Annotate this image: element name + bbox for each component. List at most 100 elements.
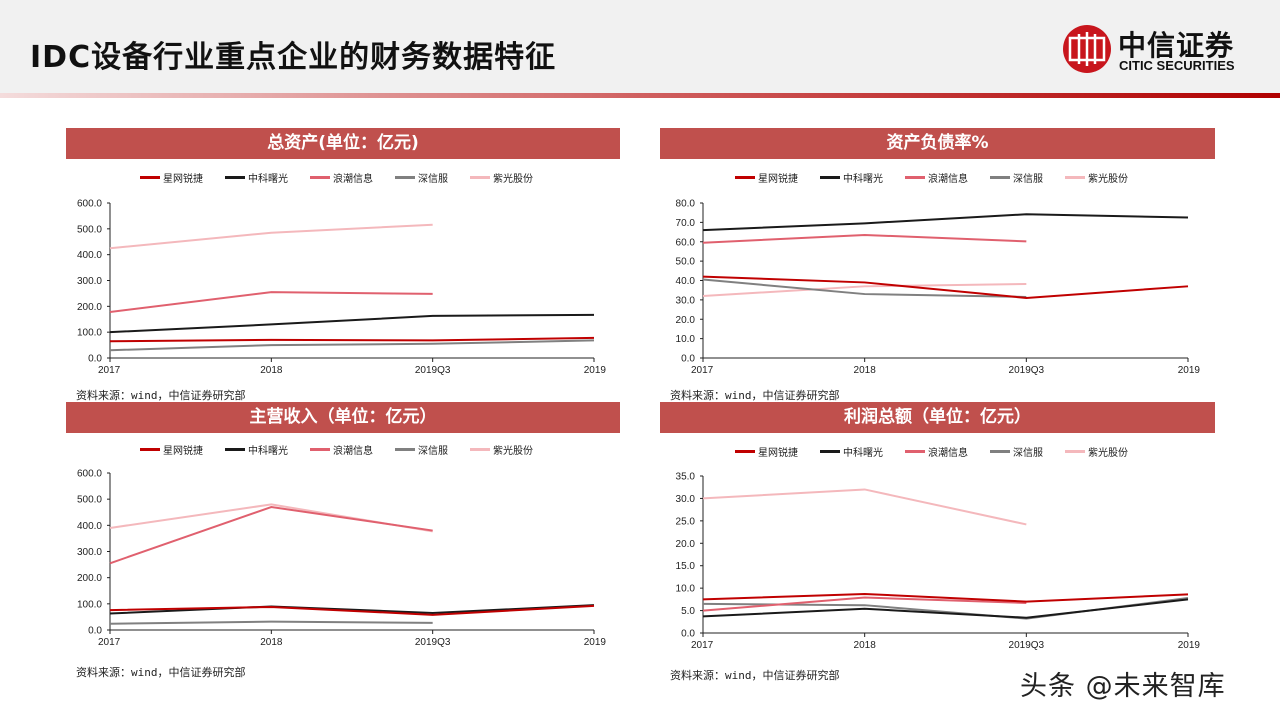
- legend-swatch: [820, 450, 840, 453]
- series-line-2: [702, 213, 1189, 232]
- legend-swatch: [820, 176, 840, 179]
- y-tick-label: 400.0: [77, 521, 102, 532]
- x-tick-label: 2019Q3: [1009, 640, 1045, 651]
- y-tick-label: 50.0: [676, 257, 696, 268]
- citic-emblem-icon: [1063, 25, 1111, 73]
- series-line-1: [109, 604, 595, 616]
- header-divider: [0, 93, 1280, 98]
- legend-label: 星网锐捷: [758, 174, 798, 185]
- series-line-4: [109, 620, 433, 625]
- y-tick-label: 300.0: [77, 547, 102, 558]
- legend-item: 浪潮信息: [905, 170, 968, 185]
- legend-label: 浪潮信息: [928, 448, 968, 459]
- legend-item: 紫光股份: [1065, 444, 1128, 459]
- chart-title: 资产负债率%: [660, 128, 1215, 159]
- legend-swatch: [905, 450, 925, 453]
- legend-label: 浪潮信息: [333, 446, 373, 457]
- source-note: 资料来源：wind，中信证券研究部: [670, 669, 840, 682]
- y-tick-label: 0.0: [681, 354, 695, 365]
- legend-label: 紫光股份: [493, 446, 533, 457]
- legend-item: 紫光股份: [1065, 170, 1128, 185]
- y-tick-label: 15.0: [676, 561, 696, 572]
- legend-label: 浪潮信息: [333, 174, 373, 185]
- legend-item: 浪潮信息: [905, 444, 968, 459]
- x-tick-label: 2019Q3: [1009, 365, 1045, 376]
- y-tick-label: 5.0: [681, 606, 695, 617]
- y-tick-label: 60.0: [676, 237, 696, 248]
- legend-label: 深信服: [1013, 174, 1043, 185]
- x-tick-label: 2018: [854, 365, 877, 376]
- y-tick-label: 20.0: [676, 315, 696, 326]
- legend-swatch: [395, 448, 415, 451]
- legend-swatch: [395, 176, 415, 179]
- legend-label: 深信服: [1013, 448, 1043, 459]
- legend-item: 浪潮信息: [310, 442, 373, 457]
- x-tick-label: 2018: [260, 365, 283, 376]
- legend-swatch: [140, 176, 160, 179]
- watermark: 头条 @未来智库: [1020, 671, 1226, 702]
- legend-swatch: [225, 176, 245, 179]
- legend-label: 中科曙光: [248, 446, 288, 457]
- legend-label: 星网锐捷: [163, 174, 203, 185]
- y-tick-label: 10.0: [676, 334, 696, 345]
- series-line-2: [109, 604, 595, 615]
- legend-label: 深信服: [418, 446, 448, 457]
- legend-item: 星网锐捷: [140, 170, 203, 185]
- series-line-3: [702, 233, 1027, 244]
- legend-item: 中科曙光: [820, 170, 883, 185]
- series-line-2: [702, 598, 1189, 619]
- legend-swatch: [990, 450, 1010, 453]
- page-title: IDC设备行业重点企业的财务数据特征: [30, 40, 557, 75]
- x-tick-label: 2019: [1178, 640, 1201, 651]
- chart-title: 总资产(单位：亿元): [66, 128, 620, 159]
- x-tick-label: 2019Q3: [415, 637, 451, 648]
- series-line-4: [109, 339, 595, 352]
- legend-swatch: [990, 176, 1010, 179]
- x-tick-label: 2017: [98, 637, 121, 648]
- legend-swatch: [905, 176, 925, 179]
- legend-label: 中科曙光: [843, 174, 883, 185]
- legend-swatch: [310, 448, 330, 451]
- series-line-5: [109, 223, 433, 250]
- y-tick-label: 0.0: [88, 626, 102, 637]
- legend-item: 深信服: [395, 170, 448, 185]
- y-tick-label: 300.0: [77, 276, 102, 287]
- logo-text-cn: 中信证券: [1118, 29, 1235, 62]
- legend-swatch: [735, 176, 755, 179]
- y-tick-label: 80.0: [676, 199, 696, 210]
- legend-swatch: [1065, 176, 1085, 179]
- legend-item: 中科曙光: [225, 442, 288, 457]
- y-tick-label: 200.0: [77, 573, 102, 584]
- chart-title: 利润总额（单位：亿元）: [660, 402, 1215, 433]
- y-tick-label: 0.0: [88, 354, 102, 365]
- x-tick-label: 2019: [584, 365, 607, 376]
- legend-swatch: [470, 448, 490, 451]
- series-line-5: [109, 503, 433, 533]
- y-tick-label: 70.0: [676, 218, 696, 229]
- y-tick-label: 40.0: [676, 276, 696, 287]
- series-line-5: [702, 282, 1027, 297]
- source-note: 资料来源：wind，中信证券研究部: [76, 666, 246, 679]
- legend-item: 紫光股份: [470, 442, 533, 457]
- y-tick-label: 600.0: [77, 469, 102, 480]
- legend-label: 中科曙光: [248, 174, 288, 185]
- legend-item: 星网锐捷: [735, 170, 798, 185]
- series-line-3: [109, 291, 433, 314]
- logo-text-en: CITIC SECURITIES: [1119, 58, 1235, 73]
- legend-label: 星网锐捷: [163, 446, 203, 457]
- legend: 星网锐捷 中科曙光 浪潮信息 深信服 紫光股份: [140, 442, 533, 457]
- legend-item: 中科曙光: [225, 170, 288, 185]
- x-tick-label: 2017: [98, 365, 121, 376]
- x-tick-label: 2017: [691, 640, 714, 651]
- legend-item: 深信服: [395, 442, 448, 457]
- series-line-3: [702, 596, 1027, 612]
- x-tick-label: 2019: [584, 637, 607, 648]
- x-tick-label: 2018: [854, 640, 877, 651]
- y-tick-label: 600.0: [77, 199, 102, 210]
- legend-label: 中科曙光: [843, 448, 883, 459]
- source-note: 资料来源：wind，中信证券研究部: [670, 389, 840, 402]
- y-tick-label: 30.0: [676, 494, 696, 505]
